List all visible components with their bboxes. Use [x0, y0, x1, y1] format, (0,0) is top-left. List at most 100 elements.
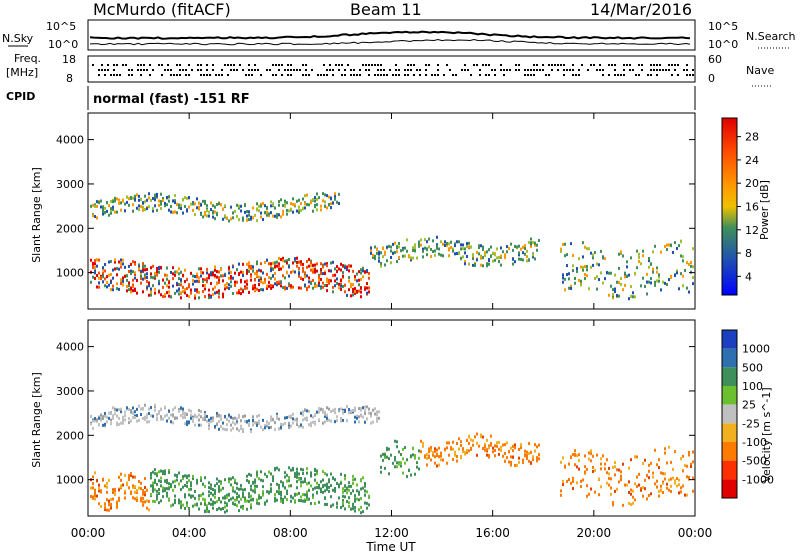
freq-nave-mark — [302, 64, 304, 66]
velocity-echo-cell — [192, 477, 194, 481]
velocity-echo-cell — [262, 493, 264, 497]
velocity-echo-cell — [218, 420, 220, 424]
power-echo-cell — [642, 249, 644, 253]
freq-nave-mark — [290, 64, 292, 66]
freq-nave-mark — [518, 69, 520, 71]
velocity-echo-cell — [286, 416, 288, 420]
power-echo-cell — [498, 260, 500, 264]
power-echo-cell — [390, 261, 392, 265]
power-echo-cell — [126, 284, 128, 288]
velocity-echo-cell — [358, 508, 360, 512]
velocity-echo-cell — [310, 421, 312, 425]
power-echo-cell — [320, 270, 322, 274]
velocity-echo-cell — [304, 417, 306, 421]
velocity-echo-cell — [494, 454, 496, 458]
power-echo-cell — [358, 289, 360, 293]
velocity-echo-cell — [252, 481, 254, 485]
velocity-echo-cell — [498, 447, 500, 451]
velocity-colorbar-label-tick: -25 — [742, 417, 760, 430]
velocity-echo-cell — [336, 419, 338, 423]
velocity-echo-cell — [146, 506, 148, 510]
power-echo-cell — [98, 285, 100, 289]
power-echo-cell — [128, 197, 130, 201]
freq-nave-mark — [113, 64, 115, 66]
velocity-echo-cell — [196, 415, 198, 419]
freq-nave-mark — [149, 74, 151, 76]
velocity-echo-cell — [206, 508, 208, 512]
power-echo-cell — [464, 262, 466, 266]
power-echo-cell — [168, 290, 170, 294]
velocity-echo-cell — [352, 408, 354, 412]
power-echo-cell — [628, 273, 630, 277]
power-echo-cell — [144, 200, 146, 204]
velocity-echo-cell — [434, 455, 436, 459]
velocity-echo-cell — [388, 457, 390, 461]
power-echo-cell — [204, 287, 206, 291]
freq-nave-mark — [656, 64, 658, 66]
power-echo-cell — [382, 255, 384, 259]
freq-nave-mark — [365, 69, 367, 71]
power-echo-cell — [336, 281, 338, 285]
velocity-echo-cell — [266, 475, 268, 479]
velocity-colorbar-label-tick: 500 — [742, 361, 763, 374]
velocity-echo-cell — [174, 479, 176, 483]
power-echo-cell — [638, 259, 640, 263]
velocity-echo-cell — [236, 498, 238, 502]
velocity-echo-cell — [486, 453, 488, 457]
velocity-echo-cell — [166, 419, 168, 423]
freq-nave-mark — [344, 74, 346, 76]
freq-nave-mark — [503, 74, 505, 76]
freq-nave-mark — [374, 74, 376, 76]
freq-nave-mark — [614, 74, 616, 76]
freq-nave-mark — [245, 74, 247, 76]
freq-nave-mark — [671, 64, 673, 66]
power-echo-cell — [350, 285, 352, 289]
power-echo-cell — [520, 257, 522, 261]
power-echo-cell — [326, 277, 328, 281]
power-echo-cell — [328, 203, 330, 207]
power-echo-cell — [242, 218, 244, 222]
velocity-echo-cell — [150, 484, 152, 488]
freq-nave-mark — [359, 69, 361, 71]
velocity-echo-cell — [106, 482, 108, 486]
velocity-echo-cell — [664, 451, 666, 455]
velocity-echo-cell — [320, 487, 322, 491]
power-echo-cell — [246, 269, 248, 273]
power-echo-cell — [222, 295, 224, 299]
power-echo-cell — [252, 287, 254, 291]
velocity-echo-cell — [202, 418, 204, 422]
freq-nave-mark — [428, 64, 430, 66]
power-echo-cell — [566, 253, 568, 257]
power-echo-cell — [294, 257, 296, 261]
velocity-echo-cell — [460, 440, 462, 444]
power-echo-cell — [296, 256, 298, 260]
velocity-echo-cell — [344, 484, 346, 488]
power-echo-cell — [126, 200, 128, 204]
power-echo-cell — [564, 277, 566, 281]
velocity-echo-cell — [254, 490, 256, 494]
power-echo-cell — [186, 196, 188, 200]
nave-label: Nave — [746, 64, 774, 77]
power-echo-cell — [270, 283, 272, 287]
velocity-echo-cell — [228, 415, 230, 419]
power-echo-cell — [586, 264, 588, 268]
velocity-echo-cell — [382, 452, 384, 456]
velocity-echo-cell — [570, 481, 572, 485]
power-echo-cell — [466, 242, 468, 246]
velocity-echo-cell — [98, 502, 100, 506]
power-echo-cell — [310, 264, 312, 268]
velocity-echo-cell — [108, 503, 110, 507]
velocity-echo-cell — [116, 505, 118, 509]
freq-nave-mark — [113, 74, 115, 76]
velocity-echo-cell — [214, 489, 216, 493]
freq-nave-mark — [197, 64, 199, 66]
velocity-echo-cell — [522, 460, 524, 464]
power-echo-cell — [156, 270, 158, 274]
velocity-echo-cell — [424, 455, 426, 459]
power-echo-cell — [248, 218, 250, 222]
power-echo-cell — [230, 275, 232, 279]
power-echo-cell — [132, 278, 134, 282]
velocity-echo-cell — [314, 473, 316, 477]
power-echo-cell — [126, 195, 128, 199]
velocity-echo-cell — [148, 407, 150, 411]
